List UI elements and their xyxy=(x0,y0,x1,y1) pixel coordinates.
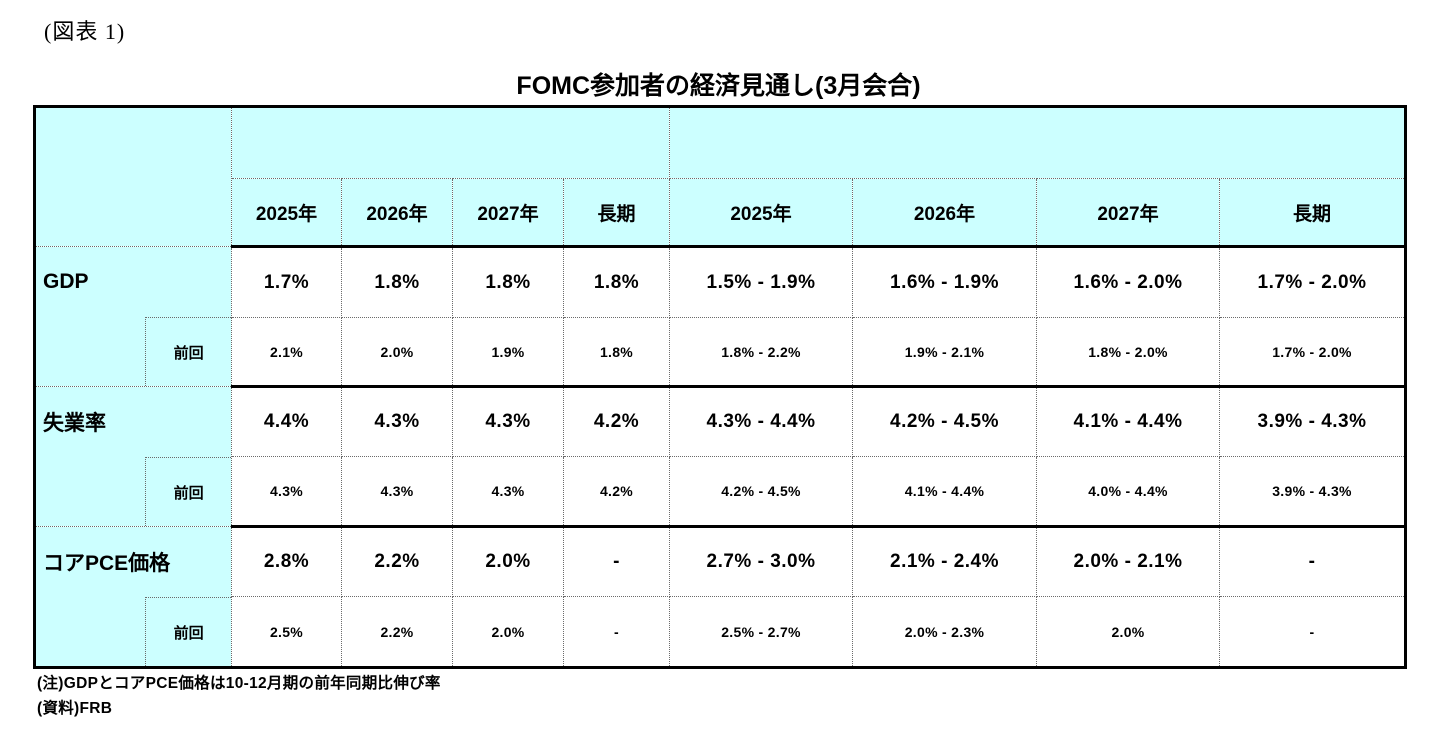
value-cell: 2.8% xyxy=(231,526,342,597)
group-header-median xyxy=(231,106,670,179)
value-cell: 4.2% - 4.5% xyxy=(852,386,1037,457)
note-source-definition: (注)GDPとコアPCE価格は10-12月期の前年同期比伸び率 xyxy=(37,675,441,692)
value-cell: 2.2% xyxy=(341,596,453,669)
prev-sublabel: 前回 xyxy=(145,457,231,526)
value-cell: 1.8% xyxy=(341,246,453,318)
forecast-table: 2025年 2026年 2027年 長期 2025年 2026年 2027年 長… xyxy=(33,105,1407,669)
year-header: 2026年 xyxy=(852,178,1037,248)
value-cell: 4.1% - 4.4% xyxy=(852,456,1037,528)
group-header-range xyxy=(669,106,1406,179)
value-cell: 2.5% - 2.7% xyxy=(669,596,853,669)
gdp-prev-row: 2.1% 2.0% 1.9% 1.8% 1.8% - 2.2% 1.9% - 2… xyxy=(35,317,1406,388)
row-label-text: GDP xyxy=(43,270,89,294)
year-header: 2025年 xyxy=(231,178,342,248)
value-cell: 2.0% xyxy=(452,526,564,597)
year-header: 2027年 xyxy=(452,178,564,248)
value-cell: 3.9% - 4.3% xyxy=(1219,386,1406,457)
row-label-core-pce: コアPCE価格 前回 xyxy=(34,526,232,668)
year-header-row: 2025年 2026年 2027年 長期 2025年 2026年 2027年 長… xyxy=(35,178,1406,248)
value-cell: 4.4% xyxy=(231,386,342,457)
year-header: 長期 xyxy=(1219,178,1406,248)
value-cell: 1.6% - 2.0% xyxy=(1036,246,1220,318)
value-cell: 1.5% - 1.9% xyxy=(669,246,853,318)
value-cell: 1.9% xyxy=(452,317,564,388)
value-cell: 2.0% xyxy=(341,317,453,388)
gdp-main-row: GDP 前回 1.7% 1.8% 1.8% 1.8% 1.5% - 1.9% 1… xyxy=(34,246,1406,387)
value-cell: 1.7% xyxy=(231,246,342,318)
value-cell: 2.1% - 2.4% xyxy=(852,526,1037,597)
value-cell: 2.1% xyxy=(231,317,342,388)
prev-sublabel: 前回 xyxy=(145,597,231,666)
value-cell: 2.0% - 2.1% xyxy=(1036,526,1220,597)
value-cell: 4.3% xyxy=(341,386,453,457)
note-source-frb: (資料)FRB xyxy=(37,700,113,717)
unemployment-prev-row: 4.3% 4.3% 4.3% 4.2% 4.2% - 4.5% 4.1% - 4… xyxy=(35,456,1406,528)
row-label-text: 失業率 xyxy=(43,412,106,436)
year-header: 2025年 xyxy=(669,178,853,248)
value-cell: - xyxy=(1219,596,1406,669)
value-cell: 4.3% xyxy=(452,386,564,457)
value-cell: 1.8% - 2.0% xyxy=(1036,317,1220,388)
value-cell: 1.8% xyxy=(563,317,670,388)
value-cell: 4.2% xyxy=(563,456,670,528)
value-cell: 1.7% - 2.0% xyxy=(1219,317,1406,388)
value-cell: 2.2% xyxy=(341,526,453,597)
year-header: 2027年 xyxy=(1036,178,1220,248)
group-header-row xyxy=(34,106,1406,247)
value-cell: 4.1% - 4.4% xyxy=(1036,386,1220,457)
value-cell: 2.7% - 3.0% xyxy=(669,526,853,597)
page-title: FOMC参加者の経済見通し(3月会合) xyxy=(516,72,921,100)
value-cell: 3.9% - 4.3% xyxy=(1219,456,1406,528)
value-cell: 2.0% xyxy=(452,596,564,669)
core-pce-main-row: コアPCE価格 前回 2.8% 2.2% 2.0% - 2.7% - 3.0% … xyxy=(34,526,1406,668)
value-cell: 1.6% - 1.9% xyxy=(852,246,1037,318)
value-cell: 2.0% xyxy=(1036,596,1220,669)
value-cell: 4.3% xyxy=(231,456,342,528)
corner-cell xyxy=(34,106,232,247)
value-cell: 1.8% - 2.2% xyxy=(669,317,853,388)
value-cell: - xyxy=(563,526,670,597)
row-label-gdp: GDP 前回 xyxy=(34,246,232,387)
row-label-unemployment: 失業率 前回 xyxy=(34,386,232,527)
value-cell: - xyxy=(1219,526,1406,597)
value-cell: 2.5% xyxy=(231,596,342,669)
unemployment-main-row: 失業率 前回 4.4% 4.3% 4.3% 4.2% 4.3% - 4.4% 4… xyxy=(34,386,1406,527)
value-cell: 4.0% - 4.4% xyxy=(1036,456,1220,528)
value-cell: 4.3% - 4.4% xyxy=(669,386,853,457)
value-cell: 4.2% - 4.5% xyxy=(669,456,853,528)
value-cell: 4.3% xyxy=(341,456,453,528)
year-header: 長期 xyxy=(563,178,670,248)
value-cell: 1.8% xyxy=(452,246,564,318)
value-cell: 1.9% - 2.1% xyxy=(852,317,1037,388)
value-cell: 4.2% xyxy=(563,386,670,457)
core-pce-prev-row: 2.5% 2.2% 2.0% - 2.5% - 2.7% 2.0% - 2.3%… xyxy=(35,596,1406,669)
value-cell: 2.0% - 2.3% xyxy=(852,596,1037,669)
value-cell: 4.3% xyxy=(452,456,564,528)
row-label-text: コアPCE価格 xyxy=(43,552,171,576)
value-cell: - xyxy=(563,596,670,669)
value-cell: 1.8% xyxy=(563,246,670,318)
value-cell: 1.7% - 2.0% xyxy=(1219,246,1406,318)
figure-label: (図表 1) xyxy=(44,19,126,44)
year-header: 2026年 xyxy=(341,178,453,248)
prev-sublabel: 前回 xyxy=(145,317,231,386)
